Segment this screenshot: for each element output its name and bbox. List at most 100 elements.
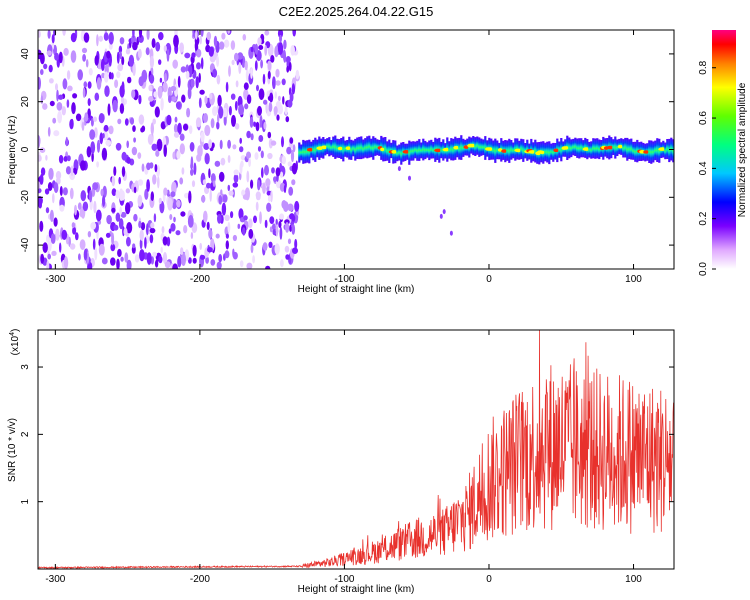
noise-blob <box>190 232 194 239</box>
noise-blob <box>260 150 264 159</box>
noise-blob <box>287 161 292 167</box>
noise-blob <box>268 241 273 248</box>
noise-blob <box>148 85 153 92</box>
noise-blob <box>163 144 167 157</box>
noise-blob <box>232 144 237 150</box>
noise-blob <box>283 184 287 194</box>
colorbar-label: Normalized spectral amplitude <box>737 82 748 217</box>
noise-blob <box>272 76 276 90</box>
signal-peak-dot <box>617 144 623 149</box>
noise-blob <box>108 32 114 45</box>
signal-band-column <box>312 139 315 161</box>
noise-blob <box>87 81 92 89</box>
signal-band-column <box>596 138 599 159</box>
noise-blob <box>59 242 62 253</box>
signal-peak-dot <box>321 145 328 150</box>
noise-blob <box>118 45 123 54</box>
noise-blob <box>270 55 275 63</box>
noise-blob <box>59 186 63 196</box>
noise-blob <box>233 173 239 183</box>
noise-blob <box>199 242 202 250</box>
noise-blob <box>230 40 236 51</box>
noise-blob <box>38 30 41 38</box>
signal-band-column <box>480 138 483 156</box>
noise-blob <box>204 95 208 104</box>
noise-blob <box>57 110 62 124</box>
noise-blob <box>167 197 173 211</box>
noise-blob <box>151 143 158 151</box>
noise-blob <box>218 106 224 119</box>
noise-blob <box>219 139 223 150</box>
signal-band-column <box>386 141 389 161</box>
signal-band-column <box>576 138 579 158</box>
noise-blob <box>53 217 58 227</box>
noise-blob <box>163 187 168 196</box>
noise-blob <box>126 222 133 234</box>
noise-blob <box>120 96 124 104</box>
noise-blob <box>101 147 108 161</box>
signal-band-column <box>546 141 549 163</box>
spectrogram-y-tick-label: -20 <box>20 190 31 205</box>
noise-blob <box>79 208 84 218</box>
noise-blob <box>82 54 86 62</box>
noise-blob <box>249 116 254 128</box>
noise-blob <box>208 229 213 239</box>
noise-blob <box>102 185 107 198</box>
noise-blob <box>206 182 211 189</box>
noise-blob <box>146 162 151 171</box>
noise-blob <box>213 35 218 47</box>
noise-blob <box>121 151 127 161</box>
noise-blob <box>87 231 92 238</box>
signal-peak-dot <box>391 150 398 154</box>
noise-blob <box>67 85 73 92</box>
noise-blob <box>137 152 142 160</box>
noise-blob <box>294 238 298 250</box>
noise-blob <box>43 63 48 70</box>
noise-blob <box>133 213 138 222</box>
noise-blob <box>116 71 121 79</box>
noise-blob <box>208 46 214 57</box>
noise-blob <box>127 76 132 84</box>
signal-band-column <box>522 139 525 162</box>
noise-blob <box>209 93 213 100</box>
noise-blob <box>49 100 55 107</box>
spectrogram-x-tick-label: 100 <box>625 274 642 285</box>
noise-blob <box>209 189 212 202</box>
noise-blob <box>225 233 229 239</box>
noise-blob <box>158 197 162 205</box>
noise-blob <box>254 43 259 55</box>
noise-blob <box>276 114 280 121</box>
noise-blob <box>71 102 76 115</box>
noise-blob <box>254 152 259 160</box>
noise-blob <box>196 62 201 70</box>
snr-y-tick-label: 2 <box>20 431 31 437</box>
noise-region <box>38 30 300 269</box>
noise-blob <box>195 117 202 128</box>
noise-blob <box>89 129 96 140</box>
signal-peak-dot <box>442 147 450 152</box>
noise-blob <box>274 45 279 58</box>
noise-blob <box>46 50 52 56</box>
noise-blob <box>227 184 231 192</box>
signal-band-column <box>590 141 593 159</box>
noise-blob <box>204 153 210 165</box>
noise-blob <box>242 227 246 236</box>
noise-blob <box>195 76 199 89</box>
noise-blob <box>140 222 146 231</box>
noise-blob <box>180 247 184 256</box>
noise-blob <box>275 80 281 86</box>
noise-blob <box>284 245 290 253</box>
noise-blob <box>67 155 71 162</box>
noise-blob <box>202 179 206 185</box>
noise-blob <box>222 107 228 118</box>
signal-band-column <box>628 139 631 159</box>
noise-blob <box>181 94 186 103</box>
noise-blob <box>230 211 234 219</box>
noise-blob <box>152 174 157 185</box>
noise-blob <box>69 119 74 130</box>
noise-blob <box>190 156 194 169</box>
noise-blob <box>208 168 211 179</box>
noise-blob <box>188 190 192 204</box>
noise-blob <box>82 201 89 212</box>
signal-band-column <box>416 140 419 161</box>
